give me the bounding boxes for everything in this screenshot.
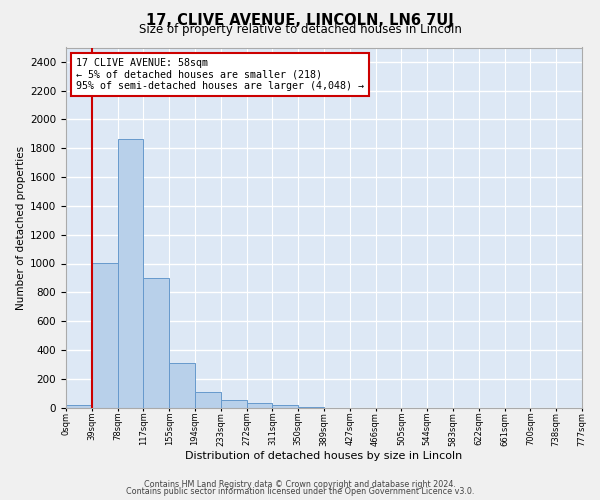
Bar xyxy=(66,404,92,407)
Bar xyxy=(221,400,247,407)
Y-axis label: Number of detached properties: Number of detached properties xyxy=(16,146,26,310)
Text: Contains HM Land Registry data © Crown copyright and database right 2024.: Contains HM Land Registry data © Crown c… xyxy=(144,480,456,489)
Bar xyxy=(272,404,298,407)
Bar xyxy=(169,363,195,408)
Text: Size of property relative to detached houses in Lincoln: Size of property relative to detached ho… xyxy=(139,22,461,36)
Bar xyxy=(298,407,324,408)
Text: 17 CLIVE AVENUE: 58sqm
← 5% of detached houses are smaller (218)
95% of semi-det: 17 CLIVE AVENUE: 58sqm ← 5% of detached … xyxy=(76,58,364,92)
Bar xyxy=(118,139,143,407)
Bar xyxy=(247,403,272,407)
X-axis label: Distribution of detached houses by size in Lincoln: Distribution of detached houses by size … xyxy=(185,451,463,461)
Bar xyxy=(92,263,118,408)
Bar xyxy=(143,278,169,407)
Bar xyxy=(195,392,221,407)
Text: Contains public sector information licensed under the Open Government Licence v3: Contains public sector information licen… xyxy=(126,487,474,496)
Text: 17, CLIVE AVENUE, LINCOLN, LN6 7UJ: 17, CLIVE AVENUE, LINCOLN, LN6 7UJ xyxy=(146,12,454,28)
